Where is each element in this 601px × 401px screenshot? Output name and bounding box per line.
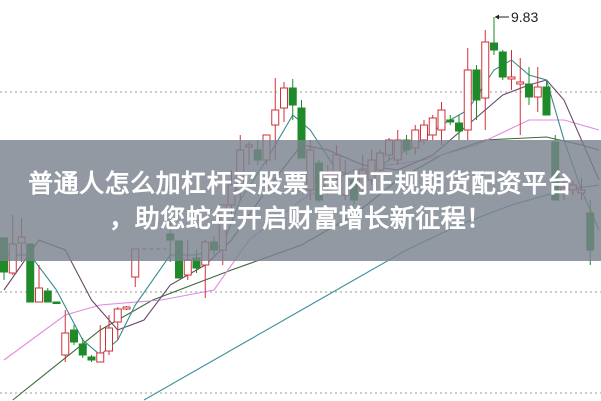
headline-line-1: 普通人怎么加杠杆买股票 国内正规期货配资平台 — [28, 169, 573, 198]
candle-up — [105, 327, 113, 352]
candle-up — [183, 259, 192, 276]
candle-up — [113, 308, 122, 323]
candle-up — [271, 109, 280, 126]
high-price-label: 9.83 — [511, 9, 539, 25]
candle-up — [35, 287, 43, 303]
candle-down — [43, 290, 52, 303]
candle-down — [70, 329, 78, 343]
candle-up — [463, 69, 472, 131]
candle-up — [481, 41, 490, 99]
candle-down — [446, 119, 455, 123]
candle-up — [516, 81, 525, 85]
candle-up — [280, 87, 288, 109]
candle-down — [288, 87, 297, 106]
candle-down — [455, 122, 463, 132]
candle-up — [122, 306, 131, 310]
headline-banner: 普通人怎么加杠杆买股票 国内正规期货配资平台 ，助您蛇年开启财富增长新征程！ — [0, 140, 601, 261]
candle-up — [96, 352, 105, 363]
candle-down — [472, 69, 481, 101]
candle-up — [533, 86, 542, 98]
high-marker-arrow-icon — [495, 14, 499, 20]
candle-up — [428, 117, 437, 136]
candle-down — [542, 86, 551, 116]
candle-down — [52, 301, 61, 304]
candle-down — [490, 42, 498, 51]
candle-down — [87, 356, 96, 361]
candle-down — [525, 83, 533, 98]
candle-down — [498, 51, 507, 78]
headline-line-2: ，助您蛇年开启财富增长新征程！ — [109, 204, 492, 233]
candle-up — [507, 76, 516, 80]
candle-down — [78, 343, 87, 356]
candle-up — [437, 109, 446, 131]
candle-up — [420, 124, 428, 141]
candle-up — [61, 332, 70, 356]
